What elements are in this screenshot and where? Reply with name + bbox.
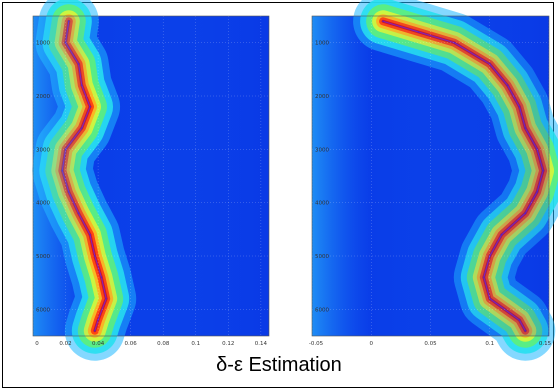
- right-x-tick-labels: -0.05 0 0.05 0.1 0.15: [309, 341, 552, 347]
- right-x-tick-label: 0.15: [539, 341, 552, 347]
- left-y-tick-label: 2000: [36, 94, 50, 100]
- right-shading: [312, 16, 549, 336]
- figure-caption: δ-ε Estimation: [216, 354, 342, 376]
- left-y-tick-label: 5000: [36, 254, 50, 260]
- right-y-tick-labels: 1000 2000 3000 4000 5000 6000: [315, 41, 329, 314]
- right-y-tick-label: 4000: [315, 201, 329, 207]
- left-x-tick-label: 0.06: [125, 341, 138, 347]
- left-y-tick-label: 3000: [36, 147, 50, 153]
- right-x-tick-label: 0.1: [485, 341, 494, 347]
- left-x-tick-label: 0.04: [92, 341, 105, 347]
- left-grid: [32, 16, 269, 336]
- right-y-tick-label: 3000: [315, 147, 329, 153]
- left-x-tick-label: 0.08: [157, 341, 170, 347]
- left-y-tick-label: 4000: [36, 201, 50, 207]
- right-plot-border: [311, 15, 550, 337]
- left-x-tick-label: 0.1: [191, 341, 200, 347]
- right-x-tick-label: -0.05: [309, 341, 324, 347]
- right-y-tick-label: 1000: [315, 41, 329, 47]
- left-y-tick-label: 1000: [36, 41, 50, 47]
- right-heatmap-panel: 1000 2000 3000 4000 5000 6000 -0.05 0 0.05 0.1 0.…: [309, 0, 558, 361]
- right-y-tick-label: 5000: [315, 254, 329, 260]
- right-x-tick-label: 0: [370, 341, 374, 347]
- left-x-tick-label: 0.02: [59, 341, 71, 347]
- left-y-tick-labels: 1000 2000 3000 4000 5000 6000: [36, 41, 50, 314]
- left-x-tick-label: 0.14: [255, 341, 268, 347]
- right-x-tick-label: 0.05: [424, 341, 437, 347]
- left-heatmap-panel: 1000 2000 3000 4000 5000 6000 0 0.02 0.04 0.06 0.…: [32, 0, 270, 361]
- left-x-tick-label: 0: [35, 341, 39, 347]
- right-y-tick-label: 6000: [315, 307, 329, 313]
- left-x-tick-labels: 0 0.02 0.04 0.06 0.08 0.1 0.12 0.14: [35, 341, 267, 347]
- left-x-tick-label: 0.12: [222, 341, 234, 347]
- left-plot-border: [32, 15, 270, 337]
- right-y-tick-label: 2000: [315, 94, 329, 100]
- left-y-tick-label: 6000: [36, 307, 50, 313]
- left-shading: [33, 16, 269, 336]
